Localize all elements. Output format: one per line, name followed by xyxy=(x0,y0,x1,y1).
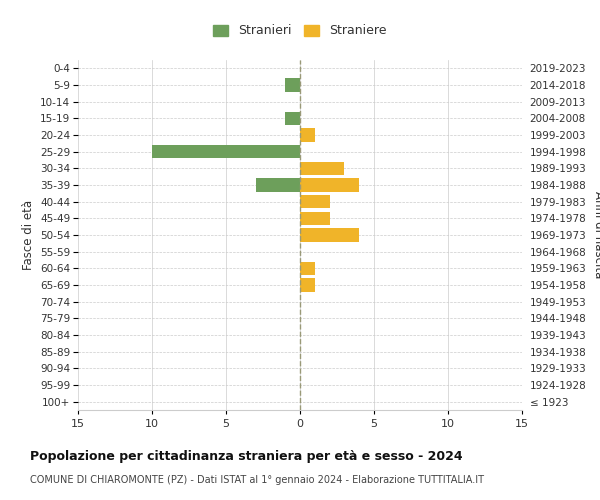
Text: Popolazione per cittadinanza straniera per età e sesso - 2024: Popolazione per cittadinanza straniera p… xyxy=(30,450,463,463)
Bar xyxy=(256,178,300,192)
Bar xyxy=(285,78,300,92)
Y-axis label: Fasce di età: Fasce di età xyxy=(22,200,35,270)
Legend: Stranieri, Straniere: Stranieri, Straniere xyxy=(209,20,391,42)
Bar xyxy=(300,178,359,192)
Bar xyxy=(300,262,315,275)
Bar xyxy=(300,128,315,141)
Bar xyxy=(300,228,359,241)
Bar xyxy=(300,162,344,175)
Text: COMUNE DI CHIAROMONTE (PZ) - Dati ISTAT al 1° gennaio 2024 - Elaborazione TUTTIT: COMUNE DI CHIAROMONTE (PZ) - Dati ISTAT … xyxy=(30,475,484,485)
Bar xyxy=(300,278,315,291)
Bar xyxy=(152,145,300,158)
Y-axis label: Anni di nascita: Anni di nascita xyxy=(592,192,600,278)
Bar xyxy=(300,195,329,208)
Bar xyxy=(300,212,329,225)
Bar xyxy=(285,112,300,125)
